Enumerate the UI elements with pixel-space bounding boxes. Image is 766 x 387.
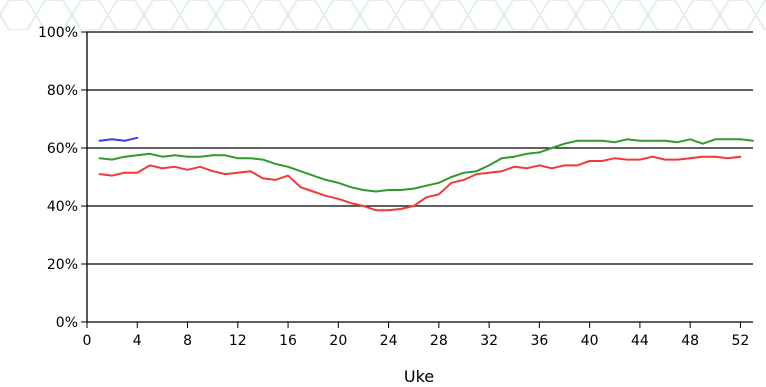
x-tick-label: 28 (430, 333, 448, 349)
y-tick-label: 0% (56, 315, 78, 331)
series-line-2 (98, 138, 754, 193)
x-tick-label: 12 (229, 333, 247, 349)
x-axis-title: Uke (404, 367, 434, 386)
background-pattern (0, 0, 766, 30)
x-tick-label: 52 (732, 333, 750, 349)
y-tick-label: 40% (47, 199, 78, 215)
x-tick-label: 0 (83, 333, 92, 349)
x-tick-label: 40 (581, 333, 599, 349)
x-tick-label: 32 (480, 333, 498, 349)
x-tick-label: 24 (380, 333, 398, 349)
x-tick-label: 48 (681, 333, 699, 349)
x-tick-label: 16 (279, 333, 297, 349)
series-line-1 (98, 136, 139, 142)
x-tick-label: 36 (530, 333, 548, 349)
y-tick-label: 60% (47, 141, 78, 157)
y-tick-labels: 0% 20% 40% 60% 80% 100% (38, 25, 78, 331)
y-tick-label: 20% (47, 257, 78, 273)
x-tick-label: 44 (631, 333, 649, 349)
y-tick-label: 80% (47, 83, 78, 99)
x-tick-labels: 0 4 8 12 16 20 24 28 32 36 40 44 48 52 (83, 333, 750, 349)
x-tick-label: 4 (133, 333, 142, 349)
x-tick-label: 8 (183, 333, 192, 349)
axes (81, 31, 753, 328)
series-line-3 (98, 155, 742, 212)
series-lines (98, 136, 754, 212)
x-tick-label: 20 (329, 333, 347, 349)
y-tick-label: 100% (38, 25, 78, 41)
gridlines (87, 31, 753, 265)
